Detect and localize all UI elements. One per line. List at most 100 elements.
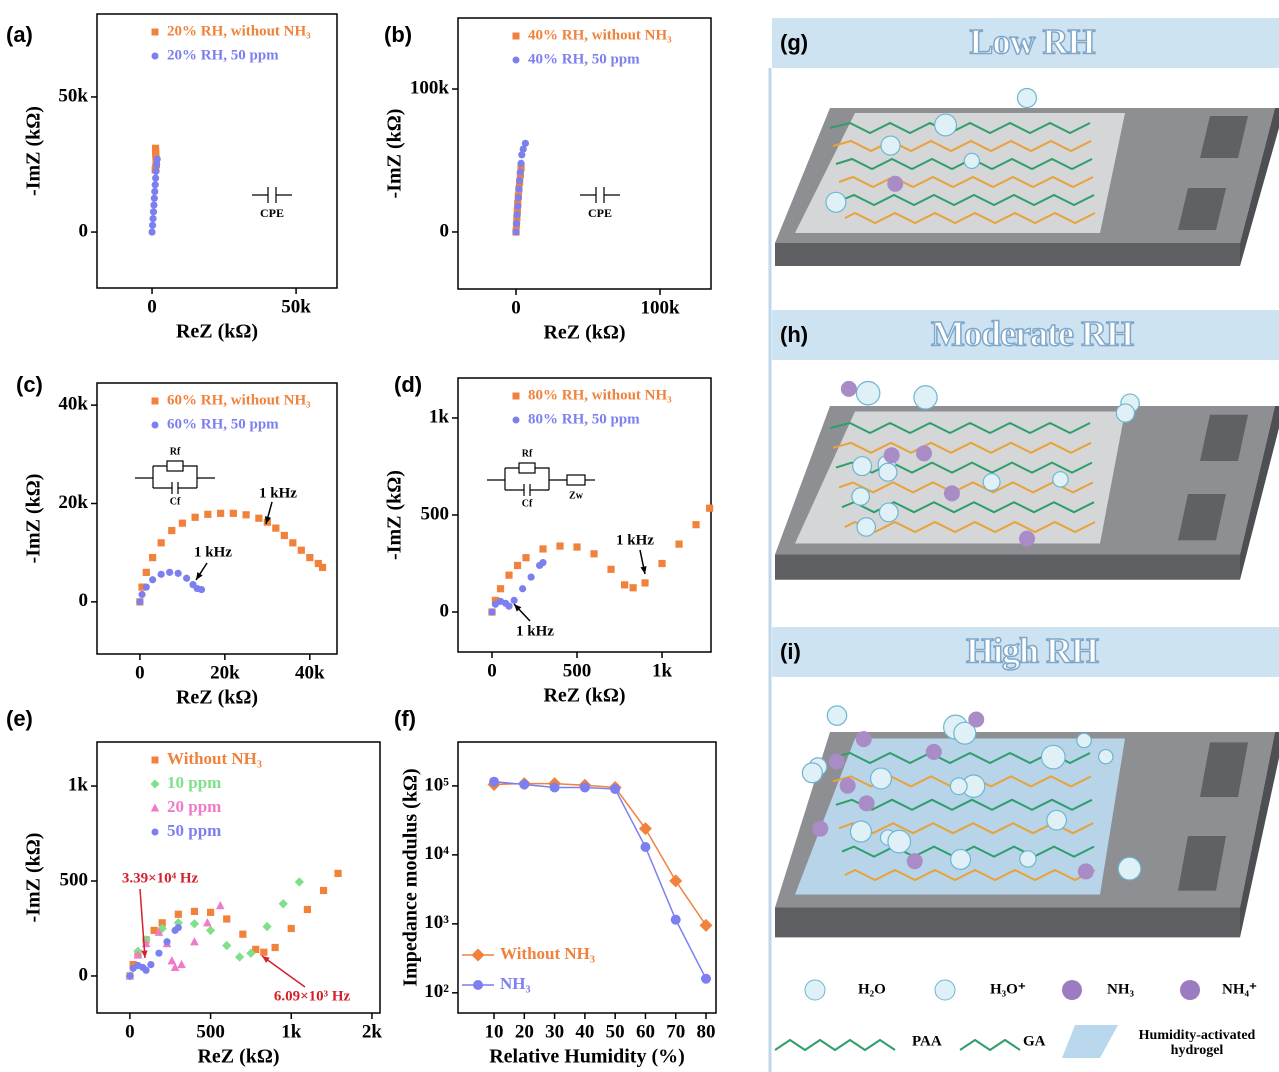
ammonia-molecule [1078, 863, 1094, 879]
data-point [143, 569, 150, 576]
ammonia-molecule [1019, 531, 1035, 547]
x-tick-label: 1k [652, 660, 673, 681]
x-axis-label: ReZ (kΩ) [176, 321, 258, 343]
figure: (a)050k050kReZ (kΩ)-ImZ (kΩ)20% RH, with… [0, 0, 1279, 1072]
water-molecule [1053, 472, 1068, 487]
data-point [148, 228, 155, 235]
x-tick-label: 50k [281, 296, 311, 317]
legend-label: NH₃ [500, 974, 531, 993]
water-molecule [1020, 851, 1036, 867]
legend-marker [513, 417, 520, 424]
data-point [175, 570, 182, 577]
water-molecule [802, 763, 822, 783]
x-axis-label: Relative Humidity (%) [489, 1046, 685, 1068]
water-molecule [826, 192, 846, 212]
legend-marker [152, 29, 159, 36]
ammonia-molecule [840, 778, 856, 794]
x-tick-label: 500 [563, 660, 592, 681]
y-tick-label: 50k [58, 85, 88, 106]
data-point [138, 591, 145, 598]
data-point [147, 961, 154, 968]
y-tick-label: 10⁵ [424, 774, 449, 795]
x-tick-label: 0 [135, 662, 145, 683]
annotation-arrowhead [262, 956, 270, 963]
data-point [281, 532, 288, 539]
legend-marker [152, 53, 159, 60]
legend-marker [152, 422, 159, 429]
panel-label: (f) [394, 706, 416, 731]
data-point [573, 543, 580, 550]
series-line [494, 784, 706, 926]
data-point [511, 597, 518, 604]
legend-marker [151, 803, 159, 811]
x-tick-label: 0 [487, 660, 497, 681]
legend-label: PAA [912, 1033, 942, 1049]
water-molecule [1116, 404, 1134, 422]
circuit-label: Cf [522, 498, 533, 509]
panel-label: (e) [6, 706, 33, 731]
data-point [190, 937, 199, 945]
circuit-label: Rf [522, 448, 533, 459]
water-molecule [850, 821, 871, 842]
ammonia-molecule [829, 754, 845, 770]
y-tick-label: 0 [79, 590, 89, 611]
data-point [675, 541, 682, 548]
data-point [150, 208, 157, 215]
y-axis-label: -ImZ (kΩ) [384, 109, 406, 199]
x-tick-label: 1k [281, 1021, 302, 1042]
x-tick-label: 30 [545, 1021, 564, 1042]
data-point [505, 572, 512, 579]
data-point [610, 784, 620, 794]
data-point [512, 228, 519, 235]
water-molecule [1118, 857, 1141, 880]
data-point [158, 539, 165, 546]
data-point [489, 777, 499, 787]
data-point [320, 887, 327, 894]
ammonia-molecule [926, 744, 942, 760]
circuit [252, 187, 292, 203]
data-point [166, 569, 173, 576]
x-tick-label: 0 [147, 296, 157, 317]
x-tick-label: 500 [196, 1021, 225, 1042]
data-point [334, 870, 341, 877]
data-point [580, 782, 590, 792]
water-molecule [871, 768, 892, 789]
data-point [177, 960, 186, 968]
legend-marker [513, 393, 520, 400]
legend-label: 50 ppm [167, 821, 221, 840]
data-point [539, 559, 546, 566]
annotation: 1 kHz [194, 544, 232, 560]
y-tick-label: 100k [410, 77, 450, 98]
legend-icon [960, 1040, 1020, 1050]
legend-icon [1180, 980, 1200, 1000]
x-tick-label: 40k [295, 662, 325, 683]
ammonia-molecule [859, 795, 875, 811]
data-point [262, 922, 271, 931]
data-point [192, 514, 199, 521]
legend-icon [805, 980, 825, 1000]
y-tick-label: 0 [440, 600, 450, 621]
annotation-arrowhead [196, 572, 203, 580]
panel-label: (b) [384, 22, 412, 47]
x-tick-label: 60 [636, 1021, 655, 1042]
legend-icon [935, 980, 955, 1000]
legend-label: 60% RH, 50 ppm [167, 416, 279, 432]
legend-label: 20 ppm [167, 797, 221, 816]
data-point [217, 510, 224, 517]
data-point [639, 822, 652, 835]
data-point [669, 874, 682, 887]
data-point [272, 944, 279, 951]
x-tick-label: 20k [210, 662, 240, 683]
ammonia-molecule [944, 485, 960, 501]
legend-marker [513, 57, 520, 64]
ammonia-molecule [916, 445, 932, 461]
data-point [154, 156, 161, 163]
data-point [519, 585, 526, 592]
water-molecule [1047, 810, 1067, 830]
panel-label: (c) [16, 372, 43, 397]
x-tick-label: 100k [640, 297, 680, 318]
x-axis-label: ReZ (kΩ) [543, 322, 625, 344]
ammonia-molecule [907, 853, 923, 869]
water-molecule [1017, 88, 1036, 107]
annotation-arrow [262, 956, 305, 987]
